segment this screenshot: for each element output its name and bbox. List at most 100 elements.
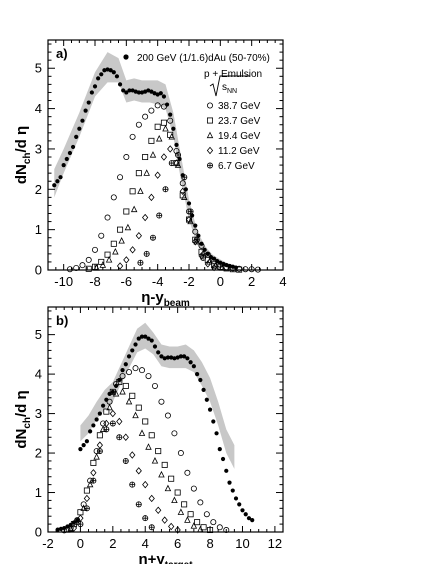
data-point (142, 113, 149, 120)
data-point (70, 144, 76, 150)
data-point (138, 429, 146, 436)
data-point (220, 456, 226, 462)
data-point (133, 342, 138, 347)
data-point (214, 431, 219, 436)
data-point (212, 262, 219, 269)
data-point (149, 338, 154, 343)
data-point (193, 223, 198, 228)
data-point (85, 256, 92, 263)
data-point (106, 403, 113, 411)
data-point (117, 82, 123, 87)
y-tick-label: 5 (35, 327, 42, 342)
data-point (138, 367, 145, 374)
data-point (116, 262, 124, 270)
x-tick-label: -8 (89, 274, 101, 289)
data-point (137, 259, 144, 266)
x-tick-label: 0 (217, 274, 224, 289)
data-point (74, 134, 79, 139)
data-point (129, 392, 136, 399)
data-point (109, 420, 116, 427)
data-point (132, 411, 139, 419)
data-point (200, 254, 207, 261)
data-point (177, 450, 184, 457)
legend-marker-triangle (206, 131, 214, 139)
data-point (104, 251, 111, 258)
data-point (198, 252, 205, 260)
data-point (165, 355, 171, 360)
data-point (175, 355, 180, 360)
data-point (224, 468, 229, 473)
data-point (195, 372, 200, 377)
data-point (156, 350, 161, 355)
y-axis-label: dNch/d η (13, 126, 33, 184)
legend-marker-dau (123, 54, 129, 60)
data-point (110, 194, 117, 201)
panel-label: b) (56, 313, 68, 328)
data-point (178, 354, 183, 359)
data-point (172, 356, 177, 361)
data-point (192, 228, 199, 235)
data-point (90, 477, 97, 484)
data-point (129, 451, 136, 459)
data-point (142, 515, 149, 522)
data-point (135, 404, 142, 411)
data-point (155, 448, 162, 455)
legend-entries: 38.7 GeV 23.7 GeV 19.4 GeV 11.2 GeV 6.7 GeV (206, 101, 261, 172)
data-point (97, 411, 102, 416)
x-axis-label-main: η+y (138, 551, 165, 564)
data-point (174, 489, 181, 496)
data-point (125, 397, 133, 405)
data-point (151, 382, 158, 389)
data-point (211, 258, 218, 265)
data-point (70, 524, 78, 532)
data-point (109, 409, 116, 418)
data-point (91, 423, 96, 428)
data-point (162, 356, 167, 361)
data-point (116, 417, 123, 426)
data-point (126, 354, 132, 359)
legend-label: 19.4 GeV (218, 131, 261, 142)
data-point (58, 175, 63, 180)
data-point (77, 521, 84, 528)
data-point (159, 354, 164, 359)
data-point (67, 150, 73, 156)
data-point (118, 237, 125, 244)
data-point (108, 68, 113, 73)
data-point (148, 107, 155, 114)
data-point (129, 481, 136, 488)
data-point (184, 516, 191, 523)
data-point (250, 518, 255, 523)
data-point (217, 447, 222, 452)
systematic-band (80, 322, 235, 469)
series-cross-circle (137, 152, 207, 266)
data-point (130, 348, 135, 353)
data-point (174, 161, 182, 168)
data-point (93, 453, 100, 460)
data-point (181, 501, 188, 508)
data-point (227, 480, 232, 485)
data-point (243, 512, 248, 517)
data-point (175, 152, 182, 158)
data-point (202, 247, 207, 252)
data-point (190, 522, 198, 529)
legend-sqrt-label: sNN (222, 82, 237, 95)
y-tick-label: 1 (35, 222, 42, 237)
y-axis-label-main: dN (13, 429, 30, 449)
data-point (103, 408, 110, 415)
data-point (112, 389, 120, 397)
data-point (173, 147, 180, 154)
x-tick-label: -2 (42, 536, 54, 551)
data-point (52, 183, 57, 188)
data-point (167, 145, 174, 153)
series-dot (52, 67, 239, 270)
legend-label-emulsion: p + Emulsion (204, 69, 262, 80)
data-point (155, 134, 163, 142)
y-axis-label-main: dN (13, 164, 30, 184)
data-point (117, 226, 124, 233)
data-point (142, 213, 149, 222)
data-point (193, 237, 201, 245)
data-point (120, 368, 125, 373)
data-point (155, 506, 162, 515)
data-point (123, 362, 128, 367)
